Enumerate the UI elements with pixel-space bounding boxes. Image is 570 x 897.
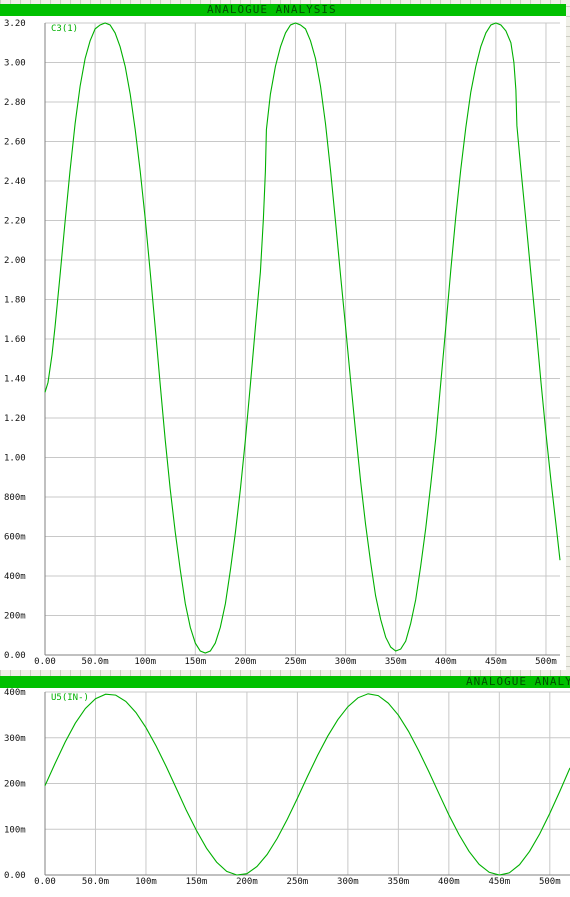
x-tick-label: 450m <box>488 877 510 887</box>
x-tick-label: 200m <box>236 877 258 887</box>
y-tick-label: 1.40 <box>4 375 26 385</box>
analysis-panel-top: ANALOGUE ANALYSIS 0.00 200m 400m 600m 800m 1.… <box>0 4 566 670</box>
x-tick-label: 350m <box>388 877 410 887</box>
y-tick-label: 300m <box>4 734 26 744</box>
x-tick-label: 400m <box>438 877 460 887</box>
y-tick-label: 0.00 <box>4 871 26 881</box>
series-label[interactable]: C3(1) <box>51 24 78 34</box>
x-tick-label: 100m <box>135 877 157 887</box>
panel-title-bottom: ANALOGUE ANALYSIS <box>466 676 570 688</box>
x-tick-label: 300m <box>335 657 357 667</box>
series-label[interactable]: U5(IN-) <box>51 693 89 703</box>
x-tick-label: 400m <box>435 657 457 667</box>
x-tick-label: 450m <box>485 657 507 667</box>
x-tick-label: 150m <box>184 657 206 667</box>
panel-title-top: ANALOGUE ANALYSIS <box>207 4 337 16</box>
y-tick-label: 1.20 <box>4 414 26 424</box>
x-tick-label: 250m <box>285 657 307 667</box>
y-tick-label: 2.40 <box>4 177 26 187</box>
y-tick-label: 800m <box>4 493 26 503</box>
chart-bottom: 0.00 100m 200m 300m 400m 0.00 50.0m 100m 150m 200… <box>4 688 570 887</box>
analysis-panel-bottom: ANALOGUE ANALYSIS 0.00100m200m300m400m0.… <box>0 676 570 897</box>
x-tick-label: 300m <box>337 877 359 887</box>
x-tick-label: 0.00 <box>34 877 56 887</box>
y-tick-label: 400m <box>4 688 26 698</box>
y-tick-label: 3.20 <box>4 19 26 29</box>
y-tick-label: 3.00 <box>4 59 26 69</box>
x-tick-label: 500m <box>539 877 561 887</box>
y-tick-label: 100m <box>4 825 26 835</box>
panel-title-bar-bottom[interactable]: ANALOGUE ANALYSIS <box>0 676 570 688</box>
x-tick-label: 350m <box>385 657 407 667</box>
x-tick-label: 250m <box>287 877 309 887</box>
y-tick-label: 200m <box>4 612 26 622</box>
y-tick-label: 2.20 <box>4 217 26 227</box>
series-line <box>44 22 561 654</box>
y-tick-label: 400m <box>4 572 26 582</box>
x-tick-label: 0.00 <box>34 657 56 667</box>
y-tick-label: 200m <box>4 780 26 790</box>
x-tick-label: 50.0m <box>82 657 109 667</box>
y-tick-label: 1.60 <box>4 335 26 345</box>
series-line <box>44 693 570 876</box>
y-tick-label: 600m <box>4 533 26 543</box>
chart-top: 0.00 200m 400m 600m 800m 1.00 1.20 1.40 1.60 1.80… <box>4 19 561 667</box>
x-tick-label: 100m <box>134 657 156 667</box>
panel-body-top <box>0 16 566 670</box>
x-tick-label: 50.0m <box>82 877 109 887</box>
y-tick-label: 2.80 <box>4 98 26 108</box>
x-tick-label: 200m <box>235 657 257 667</box>
y-tick-label: 1.80 <box>4 296 26 306</box>
x-tick-label: 150m <box>186 877 208 887</box>
y-tick-label: 2.60 <box>4 138 26 148</box>
panel-title-bar-top[interactable]: ANALOGUE ANALYSIS <box>0 4 566 16</box>
y-tick-label: 1.00 <box>4 454 26 464</box>
x-tick-label: 500m <box>535 657 557 667</box>
y-tick-label: 2.00 <box>4 256 26 266</box>
y-tick-label: 0.00 <box>4 651 26 661</box>
